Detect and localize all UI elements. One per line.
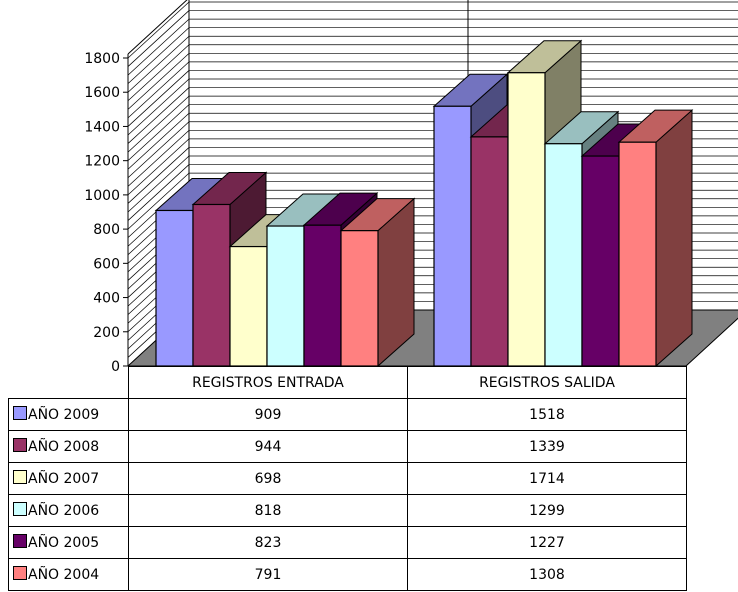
table-cell: 1299 [407,494,687,527]
bar-front [618,141,657,367]
side-gridline [127,87,190,144]
table-row: AÑO 2004 791 1308 [8,558,687,591]
bar-front [470,136,509,367]
bar-front [433,105,472,367]
y-tick-label: 1000 [84,188,120,204]
side-gridline [127,130,190,187]
table-cell: 1308 [407,558,687,591]
legend-swatch [13,502,27,516]
bar-side [655,109,693,368]
y-tick-label: 1600 [84,85,120,101]
row-label: AÑO 2008 [8,430,129,463]
legend-swatch [13,438,27,452]
side-gridline [127,172,190,230]
side-gridline [127,147,190,204]
bar-front [192,203,231,367]
side-gridline [127,35,190,93]
row-label: AÑO 2009 [8,398,129,431]
bar-front [155,209,194,367]
y-tick-label: 400 [93,291,120,307]
bar-front [581,155,620,367]
side-gridline [127,104,190,161]
side-gridline [127,121,190,179]
legend-swatch [13,406,27,420]
table-cell: 1518 [407,398,687,431]
bar-front [229,245,268,367]
series-name: AÑO 2004 [28,567,100,583]
bar-front [507,72,546,367]
table-cell: 818 [128,494,408,527]
table-header-row: REGISTROS ENTRADA REGISTROS SALIDA [8,366,687,399]
side-gridline [127,112,190,170]
table-cell: 791 [128,558,408,591]
table-row: AÑO 2005 823 1227 [8,526,687,559]
side-gridline [127,44,190,102]
row-label: AÑO 2004 [8,558,129,591]
side-gridline [127,1,190,59]
column-header-salida: REGISTROS SALIDA [407,366,687,399]
series-name: AÑO 2005 [28,535,100,551]
legend-swatch [13,534,27,548]
table-row: AÑO 2006 818 1299 [8,494,687,527]
table-row: AÑO 2008 944 1339 [8,430,687,463]
row-label: AÑO 2005 [8,526,129,559]
series-name: AÑO 2007 [28,471,100,487]
side-wall-top [127,0,188,55]
side-gridline [127,70,190,127]
row-label: AÑO 2006 [8,494,129,527]
series-name: AÑO 2009 [28,407,100,423]
table-cell: 1714 [407,462,687,495]
y-tick-label: 1800 [84,51,120,67]
y-tick-label: 1400 [84,119,120,135]
series-name: AÑO 2006 [28,503,100,519]
table-cell: 944 [128,430,408,463]
bar-group [154,171,416,368]
series-name: AÑO 2008 [28,439,100,455]
legend-swatch [13,566,27,580]
y-tick-label: 1200 [84,154,120,170]
bar-front [544,143,583,367]
side-gridline [127,18,190,76]
side-gridline [127,61,190,119]
table-row: AÑO 2009 909 1518 [8,398,687,431]
bar-front [303,224,342,367]
y-tick-label: 200 [93,325,120,341]
y-tick-label: 800 [93,222,120,238]
table-cell: 909 [128,398,408,431]
bar [339,197,416,368]
table-cell: 698 [128,462,408,495]
table-cell: 1227 [407,526,687,559]
side-gridline [127,95,190,153]
table-cell: 823 [128,526,408,559]
bar-group [432,39,694,368]
row-label: AÑO 2007 [8,462,129,495]
side-gridline [127,10,190,67]
side-gridline [127,27,190,84]
side-gridline [127,155,190,213]
side-gridline [127,164,190,221]
side-gridline [127,78,190,136]
bar-front [266,225,305,367]
side-gridline [127,53,190,110]
legend-swatch [13,470,27,484]
bar [617,109,694,368]
bar-front [340,230,379,367]
table-cell: 1339 [407,430,687,463]
table-row: AÑO 2007 698 1714 [8,462,687,495]
table-corner [8,366,129,399]
y-tick-label: 600 [93,256,120,272]
data-table: REGISTROS ENTRADA REGISTROS SALIDA AÑO 2… [8,366,687,591]
column-header-entrada: REGISTROS ENTRADA [128,366,408,399]
side-gridline [127,138,190,196]
